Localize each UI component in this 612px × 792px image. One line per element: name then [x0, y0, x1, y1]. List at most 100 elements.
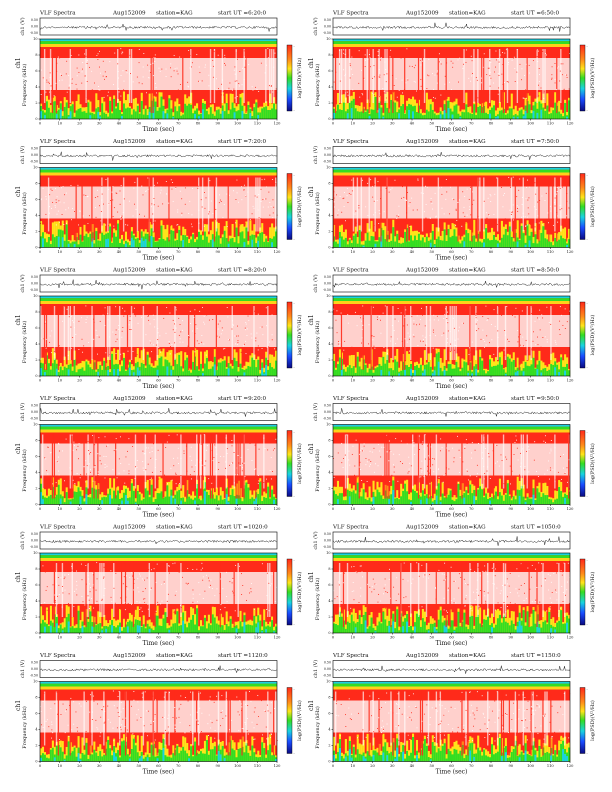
column-cyan: [73, 243, 76, 248]
column-yellow: [59, 478, 62, 505]
x-tick-label: 20: [77, 250, 82, 254]
speckle: [374, 183, 376, 185]
speckle: [413, 445, 415, 447]
speckle: [464, 195, 466, 197]
column-cyan: [170, 495, 173, 505]
column-yellow: [273, 356, 276, 376]
speckle: [240, 351, 242, 353]
column-red: [388, 432, 390, 499]
speckle: [239, 71, 241, 72]
speckle: [186, 223, 188, 225]
column-yellow: [522, 484, 525, 505]
column-green: [368, 497, 371, 505]
column-cyan: [512, 116, 515, 119]
speckle: [144, 215, 145, 217]
column-cyan: [180, 500, 183, 505]
speckle: [345, 73, 346, 75]
speckle: [434, 192, 436, 194]
column-green: [207, 114, 210, 119]
column-green: [342, 239, 345, 248]
speckle: [397, 338, 398, 340]
column-green: [219, 362, 222, 376]
speckle: [396, 220, 398, 222]
speckle: [87, 440, 89, 442]
column-white: [516, 49, 519, 103]
column-green: [124, 371, 127, 376]
speckle: [69, 467, 71, 469]
speckle: [134, 468, 136, 470]
column-green: [176, 111, 179, 119]
speckle: [516, 439, 517, 441]
band-cyan: [40, 553, 277, 556]
speckle: [45, 94, 47, 96]
speckle: [559, 70, 561, 72]
column-green: [261, 501, 264, 505]
speckle: [562, 63, 564, 65]
column-green: [534, 500, 537, 505]
column-green: [207, 369, 210, 376]
column-cyan: [431, 502, 434, 505]
speckle: [153, 204, 155, 206]
column-green: [336, 243, 340, 248]
speckle: [393, 330, 395, 331]
colorbar-tick: -: [294, 45, 295, 49]
speckle: [268, 437, 270, 439]
column-green: [362, 489, 365, 505]
speckle: [484, 473, 486, 474]
speckle: [434, 458, 435, 460]
speckle: [97, 196, 99, 198]
column-white: [61, 563, 64, 617]
column-green: [168, 362, 171, 376]
column-green: [115, 108, 118, 119]
speckle: [189, 54, 191, 56]
column-yellow: [485, 101, 488, 119]
speckle: [449, 81, 450, 83]
speckle: [460, 354, 462, 356]
speckle: [210, 200, 212, 202]
column-green: [546, 495, 549, 505]
column-green: [544, 238, 547, 248]
speckle: [41, 199, 43, 201]
spectrogram-image: [333, 424, 571, 505]
column-green: [449, 237, 452, 248]
column-green: [164, 496, 167, 505]
speckle: [67, 354, 69, 356]
column-red: [368, 47, 370, 113]
speckle: [88, 463, 90, 465]
column-green: [390, 494, 393, 505]
speckle: [142, 76, 144, 78]
speckle: [152, 75, 154, 77]
speckle: [550, 439, 552, 441]
speckle: [71, 78, 73, 80]
column-green: [247, 104, 250, 119]
speckle: [385, 97, 387, 99]
speckle: [557, 221, 559, 223]
speckle: [49, 72, 51, 74]
speckle: [86, 316, 88, 318]
speckle: [525, 225, 527, 227]
column-yellow: [496, 107, 499, 119]
speckle: [466, 468, 468, 470]
speckle: [67, 219, 69, 221]
speckle: [484, 448, 486, 450]
column-green: [75, 110, 78, 119]
column-cyan: [483, 242, 486, 248]
speckle: [501, 186, 503, 188]
column-green: [176, 364, 179, 376]
speckle: [216, 335, 218, 337]
speckle: [485, 212, 487, 214]
speckle: [175, 472, 177, 474]
speckle: [130, 329, 132, 330]
column-green: [132, 490, 135, 505]
speckle: [204, 192, 205, 193]
column-yellow: [247, 240, 250, 248]
speckle: [93, 466, 95, 468]
speckle: [168, 434, 170, 436]
speckle: [272, 212, 274, 214]
column-yellow: [336, 239, 340, 248]
column-white: [344, 434, 347, 489]
speckle: [406, 48, 408, 50]
speckle: [122, 51, 124, 53]
speckle: [344, 90, 346, 92]
speckle: [134, 181, 136, 183]
